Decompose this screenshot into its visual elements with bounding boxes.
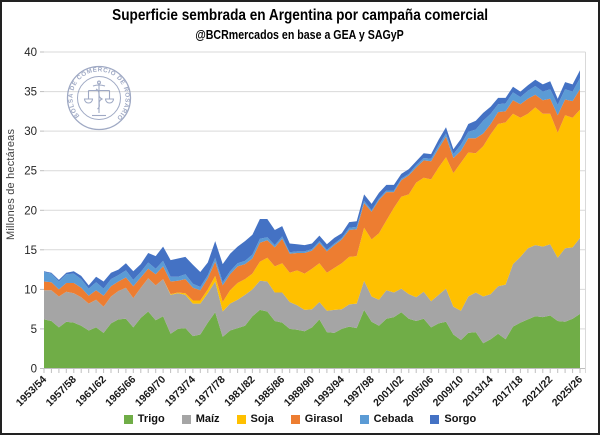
legend-item-cebada: Cebada [359, 413, 414, 425]
bcr-logo: BOLSA DE COMERCIO DE ROSARIO [66, 65, 132, 131]
legend-swatch-icon [181, 414, 191, 424]
x-tick-label-2017-18: 2017/18 [490, 374, 525, 409]
legend-item-maíz: Maíz [181, 413, 220, 425]
y-tick-label-25: 25 [24, 166, 37, 178]
x-tick-label-1965-66: 1965/66 [103, 374, 138, 409]
legend-label: Girasol [304, 413, 343, 425]
x-tick-label-2005-06: 2005/06 [401, 374, 436, 409]
chart-title: Superficie sembrada en Argentina por cam… [2, 7, 598, 25]
chart-subtitle: @BCRmercados en base a GEA y SAGyP [2, 28, 598, 42]
x-tick-label-2021-22: 2021/22 [520, 374, 555, 409]
y-tick-label-40: 40 [24, 47, 37, 59]
x-tick-label-1973-74: 1973/74 [163, 374, 198, 409]
x-tick-label-2013-14: 2013/14 [460, 374, 495, 409]
x-tick-label-1953-54: 1953/54 [14, 374, 49, 409]
y-tick-label-20: 20 [24, 205, 37, 217]
x-tick-label-1961-62: 1961/62 [73, 374, 108, 409]
x-tick-label-2009-10: 2009/10 [431, 374, 466, 409]
legend-swatch-icon [430, 414, 440, 424]
x-tick-label-1993-94: 1993/94 [312, 374, 347, 409]
logo-inner-ring [77, 76, 121, 120]
area-maíz [44, 237, 580, 344]
x-tick-label-1981-82: 1981/82 [222, 374, 257, 409]
y-tick-label-35: 35 [24, 87, 37, 99]
y-tick-label-0: 0 [31, 364, 37, 376]
x-tick-label-1957-58: 1957/58 [44, 374, 79, 409]
legend-label: Cebada [373, 413, 414, 425]
area-trigo [44, 309, 580, 369]
legend-item-trigo: Trigo [123, 413, 165, 425]
x-tick-label-1989-90: 1989/90 [282, 374, 317, 409]
caduceus-scales-icon [83, 80, 115, 117]
chart-legend: Trigo Maíz Soja Girasol Cebada Sorgo [2, 411, 598, 427]
x-tick-label-1997-98: 1997/98 [341, 374, 376, 409]
chart-title-text: Superficie sembrada en Argentina por cam… [112, 7, 488, 24]
legend-swatch-icon [236, 414, 246, 424]
y-tick-label-5: 5 [31, 324, 37, 336]
x-tick-label-2025-26: 2025/26 [550, 374, 585, 409]
chart-subtitle-text: @BCRmercados en base a GEA y SAGyP [195, 28, 405, 42]
x-tick-label-1985-86: 1985/86 [252, 374, 287, 409]
legend-label: Maíz [195, 413, 220, 425]
area-sorgo [44, 70, 580, 289]
y-tick-label-30: 30 [24, 126, 37, 138]
legend-swatch-icon [290, 414, 300, 424]
y-tick-label-15: 15 [24, 245, 37, 257]
logo-outer-ring [66, 65, 132, 131]
legend-item-sorgo: Sorgo [430, 413, 476, 425]
legend-swatch-icon [359, 414, 369, 424]
x-tick-label-1977-78: 1977/78 [192, 374, 227, 409]
legend-label: Trigo [137, 413, 165, 425]
area-girasol [44, 89, 580, 307]
legend-label: Soja [250, 413, 274, 425]
x-tick-label-1969-70: 1969/70 [133, 374, 168, 409]
x-tick-label-2001-02: 2001/02 [371, 374, 406, 409]
legend-label: Sorgo [444, 413, 477, 425]
legend-item-soja: Soja [236, 413, 274, 425]
legend-item-girasol: Girasol [290, 413, 343, 425]
y-tick-label-10: 10 [24, 284, 37, 296]
legend-swatch-icon [123, 414, 133, 424]
area-soja [44, 107, 580, 312]
